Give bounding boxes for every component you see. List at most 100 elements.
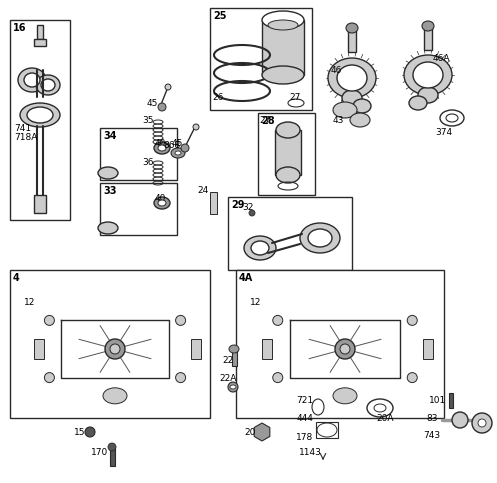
Ellipse shape [229, 345, 239, 353]
Circle shape [44, 315, 54, 326]
Text: 15: 15 [74, 427, 86, 437]
Bar [348, 30, 356, 52]
Ellipse shape [158, 200, 166, 206]
Ellipse shape [342, 90, 362, 106]
Circle shape [44, 372, 54, 383]
Ellipse shape [350, 113, 370, 127]
Circle shape [175, 315, 185, 326]
Text: 12: 12 [24, 298, 36, 307]
Text: 35: 35 [142, 115, 154, 125]
Circle shape [193, 124, 199, 130]
Text: 25: 25 [213, 11, 227, 21]
Text: 20: 20 [245, 427, 255, 437]
Text: 27: 27 [289, 93, 301, 101]
Text: 40: 40 [154, 139, 166, 147]
Text: 718A: 718A [14, 132, 37, 142]
Ellipse shape [154, 142, 170, 154]
Circle shape [110, 344, 120, 354]
Circle shape [340, 344, 350, 354]
Text: 101: 101 [429, 396, 447, 404]
Ellipse shape [98, 222, 118, 234]
Ellipse shape [154, 197, 170, 209]
Ellipse shape [103, 388, 127, 404]
Circle shape [472, 413, 492, 433]
Ellipse shape [244, 236, 276, 260]
Text: 83: 83 [426, 413, 438, 423]
Text: 36: 36 [142, 157, 154, 167]
Circle shape [105, 339, 125, 359]
Ellipse shape [27, 107, 53, 123]
Bar [10, 270, 210, 418]
Circle shape [273, 315, 283, 326]
Ellipse shape [251, 241, 269, 255]
Bar [262, 20, 304, 75]
Circle shape [478, 419, 486, 427]
Circle shape [175, 372, 185, 383]
Bar [100, 183, 177, 235]
Bar [423, 339, 433, 359]
Ellipse shape [337, 65, 367, 91]
Text: 29: 29 [231, 200, 245, 210]
Text: 22A: 22A [219, 373, 237, 383]
Ellipse shape [422, 21, 434, 31]
Text: 1143: 1143 [299, 448, 322, 456]
Text: 20A: 20A [376, 413, 394, 423]
Text: 27: 27 [259, 115, 271, 125]
Ellipse shape [230, 385, 236, 389]
Circle shape [249, 210, 255, 216]
Circle shape [407, 315, 417, 326]
Ellipse shape [276, 167, 300, 183]
Ellipse shape [36, 75, 60, 95]
Bar [262, 339, 272, 359]
Text: 170: 170 [91, 448, 109, 456]
Ellipse shape [404, 55, 452, 95]
Circle shape [165, 84, 171, 90]
Ellipse shape [413, 62, 443, 88]
Circle shape [108, 443, 116, 451]
Text: 743: 743 [423, 430, 440, 440]
Ellipse shape [333, 102, 357, 118]
Text: 40: 40 [154, 194, 166, 202]
Text: 46A: 46A [432, 54, 450, 62]
Ellipse shape [308, 229, 332, 247]
Bar [236, 270, 444, 418]
Ellipse shape [409, 96, 427, 110]
Bar [228, 197, 352, 270]
Bar [275, 130, 301, 175]
Ellipse shape [333, 388, 357, 404]
Circle shape [228, 382, 238, 392]
Ellipse shape [20, 103, 60, 127]
Bar [424, 28, 432, 50]
Text: 46: 46 [331, 66, 342, 74]
Ellipse shape [268, 20, 298, 30]
Text: 12: 12 [250, 298, 262, 307]
Polygon shape [254, 423, 270, 441]
Text: 16: 16 [13, 23, 26, 33]
Ellipse shape [262, 66, 304, 84]
Bar [210, 8, 312, 110]
Circle shape [181, 144, 189, 152]
Circle shape [407, 372, 417, 383]
Bar [110, 448, 115, 466]
Text: 28: 28 [261, 116, 275, 126]
Ellipse shape [353, 99, 371, 113]
Text: 4: 4 [13, 273, 20, 283]
Text: 4A: 4A [239, 273, 253, 283]
Ellipse shape [24, 73, 40, 87]
Text: 24: 24 [197, 185, 209, 195]
Ellipse shape [300, 223, 340, 253]
Text: 33: 33 [103, 186, 116, 196]
Ellipse shape [18, 68, 46, 92]
Bar [34, 339, 44, 359]
Bar [232, 350, 237, 366]
Bar [210, 192, 217, 214]
Ellipse shape [158, 145, 166, 151]
Circle shape [273, 372, 283, 383]
Ellipse shape [263, 297, 427, 401]
Bar [449, 393, 453, 408]
Text: 444: 444 [297, 413, 314, 423]
Ellipse shape [98, 167, 118, 179]
Text: 45: 45 [171, 139, 183, 147]
Bar [37, 25, 43, 39]
Ellipse shape [262, 11, 304, 29]
